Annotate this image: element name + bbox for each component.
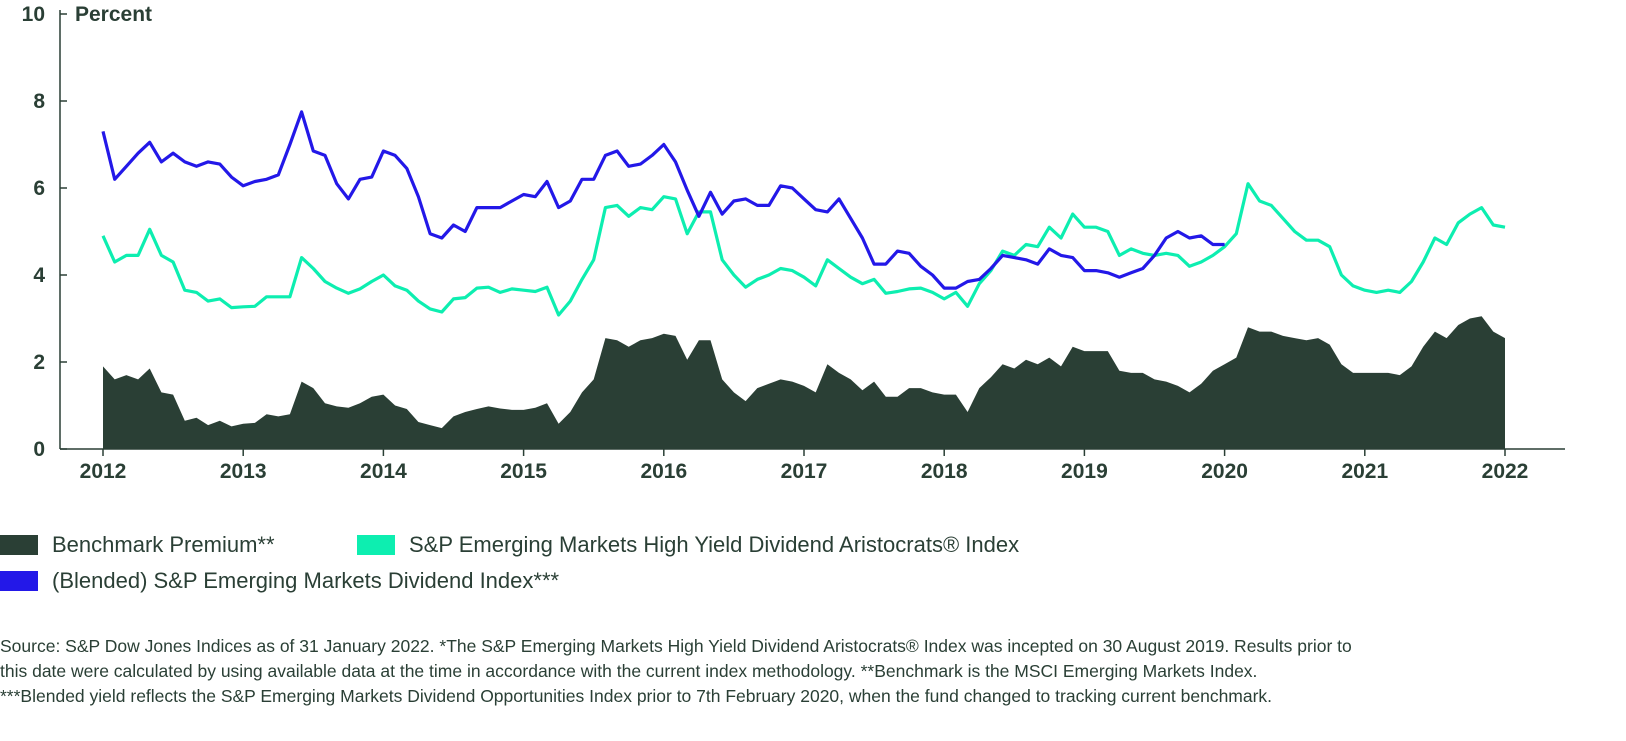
legend-item-aristocrats: S&P Emerging Markets High Yield Dividend…: [357, 532, 1019, 558]
legend-item-benchmark: Benchmark Premium**: [0, 532, 275, 558]
footnote-line: ***Blended yield reflects the S&P Emergi…: [0, 686, 1273, 706]
y-tick-label: 2: [33, 351, 45, 374]
x-tick-label: 2015: [500, 460, 547, 483]
legend-label: (Blended) S&P Emerging Markets Dividend …: [52, 568, 560, 593]
series-area-benchmark-premium: [103, 316, 1505, 449]
x-tick-label: 2020: [1201, 460, 1248, 483]
x-tick-label: 2016: [640, 460, 687, 483]
plot-area: [101, 110, 1506, 449]
legend-label: Benchmark Premium**: [52, 532, 275, 557]
x-tick-label: 2012: [80, 460, 127, 483]
y-tick-label: 4: [33, 264, 45, 287]
legend-label: S&P Emerging Markets High Yield Dividend…: [409, 532, 1020, 557]
x-tick-label: 2013: [220, 460, 267, 483]
x-tick-label: 2018: [921, 460, 968, 483]
legend-swatch-aristocrats: [357, 535, 395, 555]
x-tick-label: 2022: [1482, 460, 1529, 483]
series-line-blended: [101, 110, 1225, 290]
x-axis: 2012 2013 2014 2015 2016 2017 2018 2019 2020 2021…: [60, 448, 1565, 483]
y-axis-label: Percent: [75, 3, 152, 26]
legend-item-blended: (Blended) S&P Emerging Markets Dividend …: [0, 568, 559, 594]
y-tick-label: 0: [33, 438, 45, 461]
footnote-line: Source: S&P Dow Jones Indices as of 31 J…: [0, 636, 1352, 656]
y-tick-label: 10: [22, 3, 45, 26]
x-tick-label: 2017: [781, 460, 828, 483]
x-tick-label: 2014: [360, 460, 407, 483]
series-line-aristocrats: [101, 182, 1506, 317]
x-tick-label: 2021: [1341, 460, 1388, 483]
footnote-line: this date were calculated by using avail…: [0, 661, 1258, 681]
source-footnote: Source: S&P Dow Jones Indices as of 31 J…: [0, 634, 1610, 709]
y-tick-label: 8: [33, 90, 45, 113]
y-axis: 0 2 4 6 8 10: [22, 3, 67, 461]
x-tick-label: 2019: [1061, 460, 1108, 483]
legend-swatch-blended: [0, 571, 38, 591]
y-tick-label: 6: [33, 177, 45, 200]
chart: 0 2 4 6 8 10 2012 2013 2014 2015 2016 2017 2018 2019…: [22, 3, 1565, 483]
legend-swatch-benchmark: [0, 535, 38, 555]
